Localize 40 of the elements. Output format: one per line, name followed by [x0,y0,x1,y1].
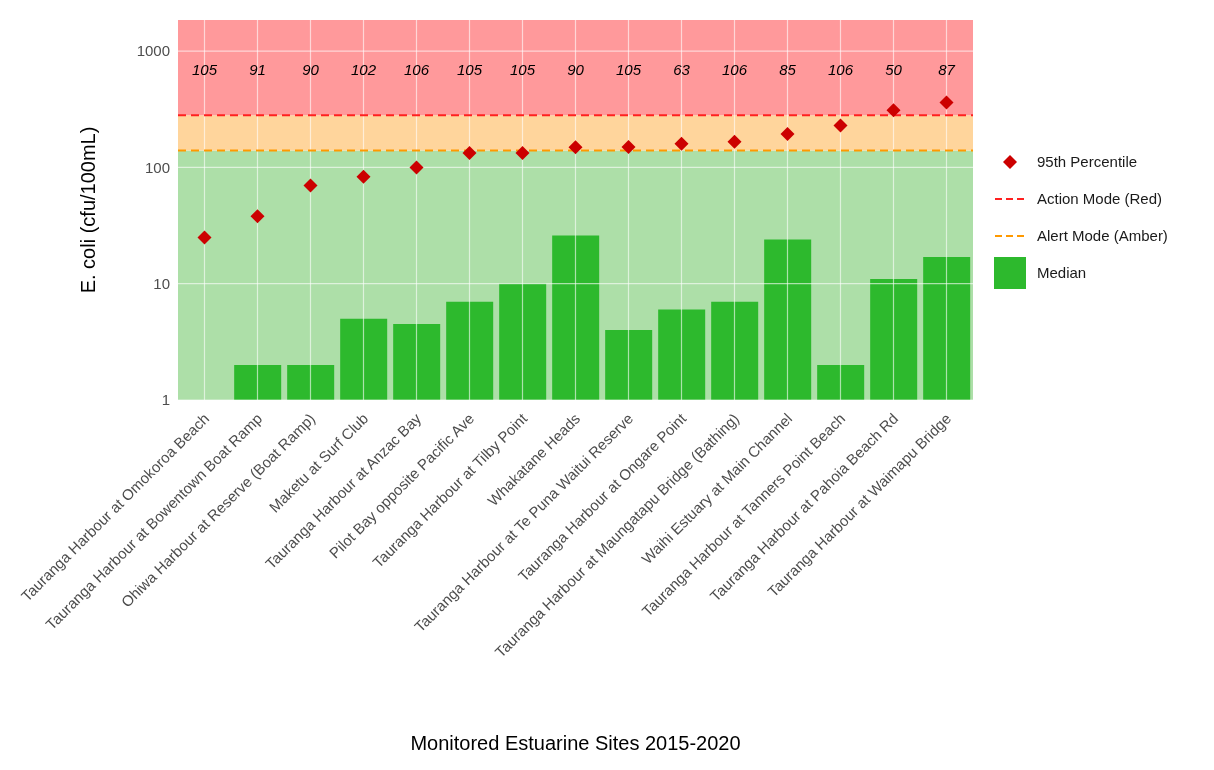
point [621,139,636,154]
y-tick-label: 1000 [136,42,170,60]
point [303,178,318,193]
annotation: 105 [456,60,483,78]
point [886,103,901,118]
annotation: 91 [249,60,266,78]
point [568,140,583,155]
point [197,230,212,245]
point [833,118,848,133]
annotation: 87 [938,60,956,78]
legend-label: Action Mode (Red) [1037,190,1163,207]
annotation: 106 [403,60,430,78]
annotation: 102 [350,60,377,78]
annotation: 63 [673,60,691,78]
y-tick-label: 1 [161,391,170,409]
point [250,209,265,224]
annotation: 90 [567,60,585,78]
point [409,160,424,175]
annotation: 50 [885,60,903,78]
legend-label: Alert Mode (Amber) [1037,227,1168,244]
point [462,145,477,160]
legend-label: Median [1037,264,1087,281]
annotation: 105 [191,60,218,78]
annotation: 106 [827,60,854,78]
annotation: 106 [721,60,748,78]
annotation: 85 [779,60,797,78]
y-tick-label: 10 [153,275,170,293]
annotation: 105 [615,60,642,78]
annotation: 105 [509,60,536,78]
point [780,126,795,141]
point [939,95,954,110]
x-axis-title: Monitored Estuarine Sites 2015-2020 [410,732,741,754]
annotation: 90 [302,60,320,78]
point [356,169,371,184]
point [515,145,530,160]
point [674,136,689,151]
y-axis-title: E. coli (cfu/100mL) [77,126,100,294]
y-tick-label: 100 [144,158,170,176]
point [727,134,742,149]
legend-label: 95th Percentile [1037,153,1138,170]
